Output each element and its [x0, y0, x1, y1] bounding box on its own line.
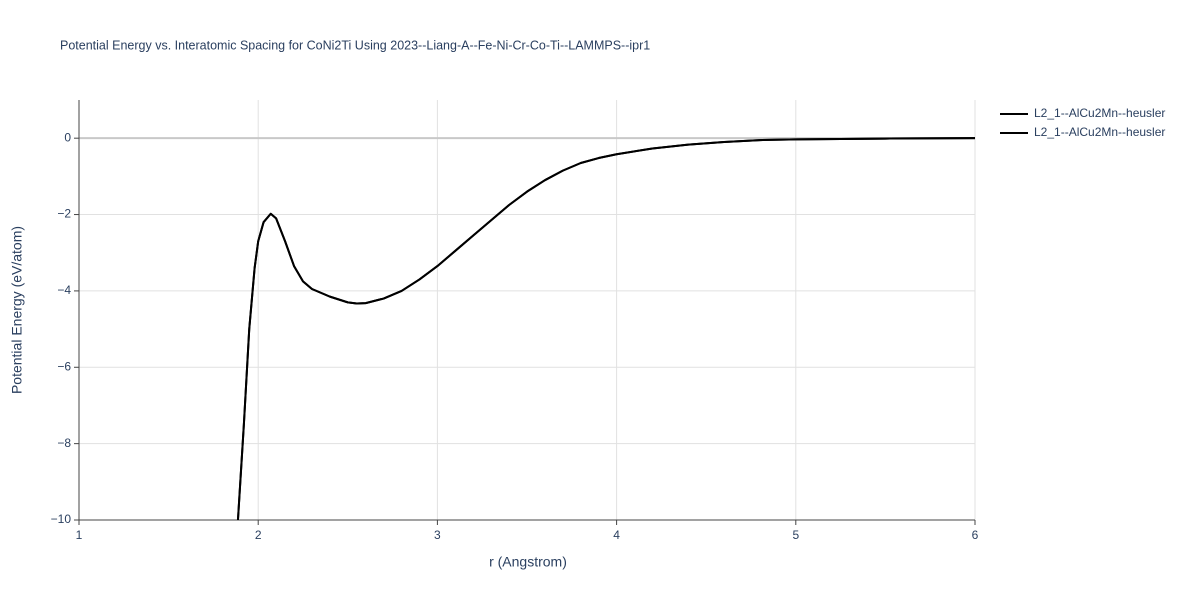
x-tick-label: 4 — [613, 528, 620, 542]
y-tick-label: −10 — [51, 512, 72, 526]
chart-title: Potential Energy vs. Interatomic Spacing… — [60, 38, 650, 52]
x-tick-label: 2 — [255, 528, 262, 542]
data-line — [236, 137, 976, 521]
y-tick-label: 0 — [64, 130, 71, 144]
data-line — [236, 137, 976, 521]
y-tick-label: −2 — [57, 207, 71, 221]
legend-label: L2_1--AlCu2Mn--heusler — [1034, 125, 1165, 139]
x-tick-label: 5 — [792, 528, 799, 542]
y-tick-label: −4 — [57, 283, 71, 297]
x-tick-label: 6 — [972, 528, 979, 542]
x-tick-label: 3 — [434, 528, 441, 542]
y-tick-label: −8 — [57, 436, 71, 450]
legend-label: L2_1--AlCu2Mn--heusler — [1034, 106, 1165, 120]
y-axis-title: Potential Energy (eV/atom) — [9, 226, 25, 394]
y-tick-label: −6 — [57, 359, 71, 373]
x-tick-label: 1 — [76, 528, 83, 542]
x-axis-title: r (Angstrom) — [489, 554, 567, 570]
